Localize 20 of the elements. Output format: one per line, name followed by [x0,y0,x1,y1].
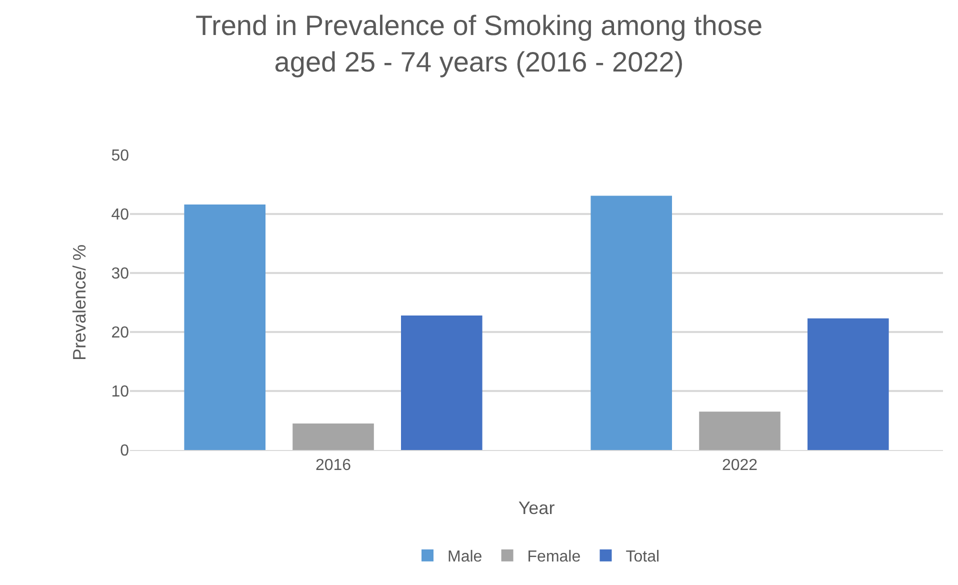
legend-label: Female [527,548,581,566]
bar [699,412,780,450]
y-tick-label: 50 [111,148,130,165]
y-tick-label: 0 [120,442,130,460]
y-tick-label: 30 [111,266,130,283]
x-tick-label: 2022 [722,457,758,474]
chart-title: Trend in Prevalence of Smoking among those aged 25 - 74 years (2016 - 2022) [195,10,763,78]
y-tick-label: 20 [111,324,130,342]
bar [401,315,482,450]
legend-label: Male [448,548,482,566]
x-axis-title: Year [518,498,555,518]
bar [590,196,672,450]
y-tick-label: 10 [111,384,130,401]
bar [292,423,374,450]
y-axis-title: Prevalence/ % [69,244,90,361]
bar [184,204,266,450]
bar [808,318,889,450]
x-tick-label: 2016 [315,457,352,474]
y-tick-label: 40 [111,206,130,224]
legend-label: Total [626,548,660,566]
